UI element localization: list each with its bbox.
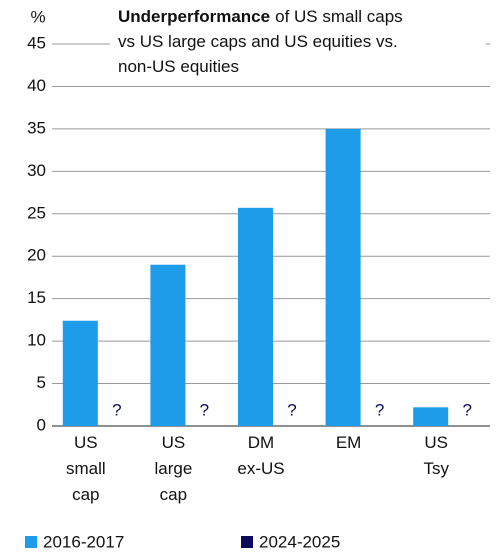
title-line: non-US equities	[118, 57, 239, 76]
bar	[325, 128, 361, 426]
x-tick-label-box: DM ex-US	[237, 433, 285, 478]
x-tick-label: DM ex-US	[237, 433, 285, 478]
y-tick-label: 40	[27, 76, 46, 95]
y-tick-label: 25	[27, 203, 46, 222]
x-tick-label: US small cap	[65, 433, 106, 504]
chart-title: Underperformance of US small caps vs US la…	[118, 7, 403, 76]
value-label: ?	[462, 400, 471, 419]
y-tick-label: 5	[37, 373, 46, 392]
y-unit: %	[30, 7, 45, 26]
y-tick-label: 0	[37, 415, 46, 434]
y-tick-label: 35	[27, 118, 46, 137]
y-tick-label: 30	[27, 161, 46, 180]
x-tick-label: US large cap	[154, 433, 193, 504]
title-line: vs US large caps and US equities vs.	[118, 32, 398, 51]
y-tick-label: 45	[27, 33, 46, 52]
x-tick-label-box: US small cap	[65, 433, 106, 504]
x-tick-label-box: US Tsy	[423, 433, 449, 478]
bar	[238, 207, 273, 426]
value-label: ?	[200, 400, 209, 419]
title-line: of US small caps	[275, 7, 403, 26]
legend-swatch	[25, 536, 37, 548]
title-bold: Underperformance	[118, 7, 270, 26]
x-tick-label-box: EM	[335, 433, 362, 452]
x-tick-label: US Tsy	[423, 433, 449, 478]
bar	[150, 264, 186, 426]
bar	[413, 407, 449, 426]
x-tick-label-box: US large cap	[154, 433, 193, 504]
title-background	[110, 4, 486, 84]
bar	[62, 320, 98, 426]
y-tick-label: 15	[27, 288, 46, 307]
value-label: ?	[375, 400, 384, 419]
value-label: ?	[287, 400, 296, 419]
y-tick-label: 20	[27, 246, 46, 265]
value-label: ?	[112, 400, 121, 419]
legend-label: 2024-2025	[259, 532, 340, 551]
legend-label: 2016-2017	[43, 532, 124, 551]
x-tick-label: EM	[335, 433, 362, 452]
y-tick-label: 10	[27, 331, 46, 350]
legend-swatch	[241, 536, 253, 548]
